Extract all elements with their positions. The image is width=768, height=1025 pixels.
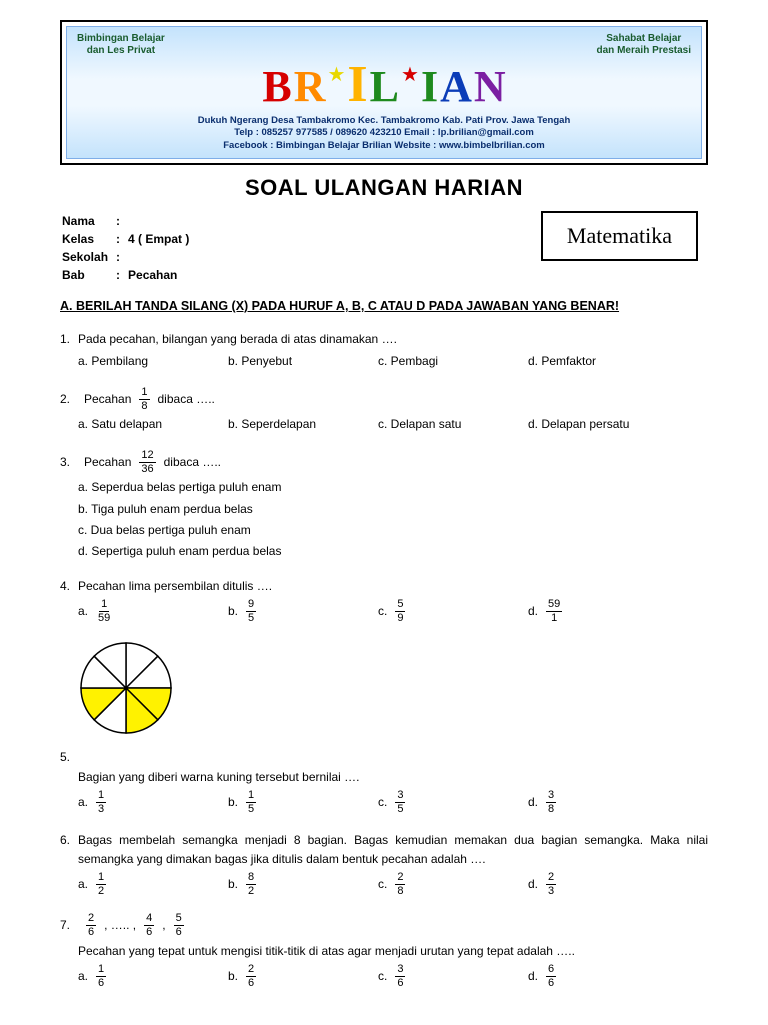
q1-opt-d[interactable]: d. Pemfaktor	[528, 352, 648, 371]
q2-opt-c[interactable]: c. Delapan satu	[378, 415, 508, 434]
meta-table: Nama: Kelas:4 ( Empat ) Sekolah: Bab:Pec…	[60, 211, 197, 285]
header-banner: Bimbingan Belajardan Les Privat Sahabat …	[60, 20, 708, 165]
q7-opt-d[interactable]: d.66	[528, 964, 648, 989]
question-5: 5. Bagian yang diberi warna kuning terse…	[60, 640, 708, 815]
fraction: 1236	[139, 450, 155, 475]
q5-opt-d[interactable]: d.38	[528, 790, 648, 815]
q5-opt-a[interactable]: a.13	[78, 790, 208, 815]
banner-address: Dukuh Ngerang Desa Tambakromo Kec. Tamba…	[77, 115, 691, 152]
question-4: 4.Pecahan lima persembilan ditulis …. a.…	[60, 577, 708, 624]
brand-logo: BR★IL★IAN	[77, 59, 691, 111]
banner-taglines: Bimbingan Belajardan Les Privat Sahabat …	[77, 33, 691, 57]
pie-chart	[78, 640, 708, 742]
subject-box: Matematika	[541, 211, 698, 261]
q6-opt-c[interactable]: c.28	[378, 872, 508, 897]
q6-opt-a[interactable]: a.12	[78, 872, 208, 897]
page-title: SOAL ULANGAN HARIAN	[60, 175, 708, 201]
question-6: 6.Bagas membelah semangka menjadi 8 bagi…	[60, 831, 708, 897]
section-instruction: A. BERILAH TANDA SILANG (X) PADA HURUF A…	[60, 297, 708, 316]
q6-opt-d[interactable]: d.23	[528, 872, 648, 897]
question-7: 7. 26 , ….. , 46 , 56 Pecahan yang tepat…	[60, 913, 708, 989]
q1-opt-b[interactable]: b. Penyebut	[228, 352, 358, 371]
question-2: 2. Pecahan 18 dibaca ….. a. Satu delapan…	[60, 387, 708, 434]
q4-opt-c[interactable]: c.59	[378, 599, 508, 624]
meta-row: Nama: Kelas:4 ( Empat ) Sekolah: Bab:Pec…	[60, 211, 708, 285]
q7-opt-c[interactable]: c.36	[378, 964, 508, 989]
q1-opt-a[interactable]: a. Pembilang	[78, 352, 208, 371]
banner-inner: Bimbingan Belajardan Les Privat Sahabat …	[66, 26, 702, 159]
q2-opt-d[interactable]: d. Delapan persatu	[528, 415, 648, 434]
q5-opt-b[interactable]: b.15	[228, 790, 358, 815]
q3-opt-d[interactable]: d. Sepertiga puluh enam perdua belas	[78, 542, 708, 561]
q5-opt-c[interactable]: c.35	[378, 790, 508, 815]
q3-opt-a[interactable]: a. Seperdua belas pertiga puluh enam	[78, 478, 708, 497]
question-3: 3. Pecahan 1236 dibaca ….. a. Seperdua b…	[60, 450, 708, 561]
q4-opt-d[interactable]: d.591	[528, 599, 648, 624]
tagline-right: Sahabat Belajardan Meraih Prestasi	[597, 33, 691, 57]
q2-opt-a[interactable]: a. Satu delapan	[78, 415, 208, 434]
q3-opt-c[interactable]: c. Dua belas pertiga puluh enam	[78, 521, 708, 540]
q2-opt-b[interactable]: b. Seperdelapan	[228, 415, 358, 434]
q1-opt-c[interactable]: c. Pembagi	[378, 352, 508, 371]
q4-opt-b[interactable]: b.95	[228, 599, 358, 624]
tagline-left: Bimbingan Belajardan Les Privat	[77, 33, 165, 57]
worksheet-page: Bimbingan Belajardan Les Privat Sahabat …	[0, 0, 768, 1025]
fraction: 18	[139, 387, 149, 412]
q6-opt-b[interactable]: b.82	[228, 872, 358, 897]
question-1: 1.Pada pecahan, bilangan yang berada di …	[60, 330, 708, 371]
q7-opt-a[interactable]: a.16	[78, 964, 208, 989]
q3-opt-b[interactable]: b. Tiga puluh enam perdua belas	[78, 500, 708, 519]
q4-opt-a[interactable]: a.159	[78, 599, 208, 624]
q7-opt-b[interactable]: b.26	[228, 964, 358, 989]
